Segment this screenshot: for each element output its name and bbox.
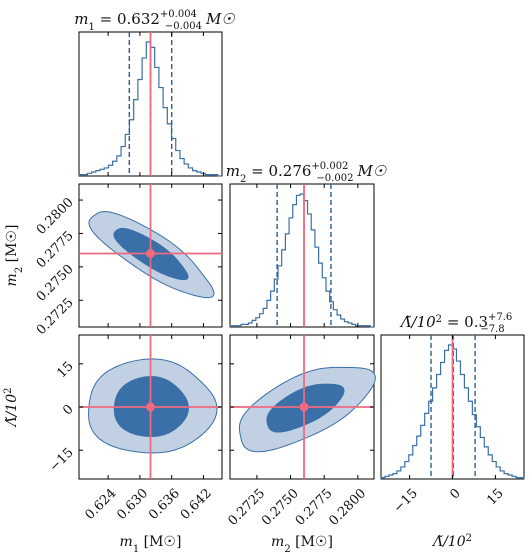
xlabel-m1-sub: 1: [133, 544, 139, 555]
xlabel-m1-unit: [M☉]: [139, 534, 181, 550]
xtick-label-Lambda-1: 0: [447, 486, 463, 502]
xlabel-Lambda-sup: 2: [466, 533, 472, 544]
xtick-label-m2-1: 0.2750: [259, 486, 302, 529]
title-Lambda-minus: −7.8: [480, 324, 504, 335]
title-m1-base: m: [74, 10, 88, 28]
xlabel-m2-base: m: [271, 534, 284, 550]
truth-marker-m1-m2: [146, 248, 155, 258]
hist-panel-m2: [229, 183, 375, 328]
ylabel-Lambda-sup: 2: [3, 387, 14, 393]
xtick-label-m1-2: 0.636: [146, 486, 183, 523]
truth-marker-m1-Lambda: [146, 402, 155, 412]
xtick-label-m2-2: 0.2775: [293, 486, 336, 529]
xlabel-Lambda: Λ̃/102: [431, 533, 472, 551]
hist-frame-m2: [229, 183, 375, 328]
ytick-label-m2-3: 0.2800: [34, 195, 77, 238]
xtick-label-m1-0: 0.624: [83, 486, 120, 523]
title-m1-unit: M☉: [205, 10, 235, 28]
xlabel-m2-unit: [M☉]: [291, 534, 333, 550]
ytick-label-Lambda-2: 15: [54, 359, 76, 381]
ylabel-m2-base: m: [4, 273, 20, 286]
title-m2-unit: M☉: [356, 162, 386, 180]
xtick-label-Lambda-0: −15: [391, 486, 421, 516]
xlabel-m1-base: m: [120, 534, 133, 550]
hist-steps-m2: [229, 193, 374, 328]
xlabel-m2-sub: 2: [284, 544, 290, 555]
xlabel-m2: m2 [M☉]: [271, 534, 333, 555]
xlabel-Lambda-base: Λ̃/10: [431, 534, 466, 550]
title-Lambda: Λ̃/102 = 0.3+7.6 −7.8: [399, 312, 513, 335]
title-m1-sub: 1: [88, 22, 94, 33]
ylabel-Lambda-base: Λ̃/10: [4, 394, 20, 429]
xlabel-m1: m1 [M☉]: [120, 534, 182, 555]
truth-marker-m2-Lambda: [299, 402, 309, 412]
ytick-label-Lambda-1: 0: [60, 402, 76, 418]
title-m1: m1 = 0.632+0.004 −0.004 M☉: [74, 9, 235, 33]
ytick-label-Lambda-0: −15: [47, 445, 77, 475]
title-m2-plus: +0.002: [311, 161, 348, 172]
contour-panel-m1-m2: [78, 183, 223, 328]
ylabel-m2-unit: [M☉]: [4, 225, 20, 267]
title-Lambda-plus: +7.6: [488, 312, 512, 323]
title-m1-value: = 0.632: [95, 10, 160, 28]
title-m2: m2 = 0.276+0.002 −0.002 M☉: [226, 161, 387, 185]
xtick-label-m2-3: 0.2800: [326, 486, 369, 529]
title-m2-sub: 2: [240, 174, 246, 185]
ylabel-m2: m2 [M☉]: [4, 225, 25, 287]
contour-panel-m2-Lambda: [229, 334, 376, 480]
contour-panel-m1-Lambda: [78, 334, 223, 480]
ylabel-Lambda: Λ̃/102: [3, 387, 21, 428]
title-m1-plus: +0.004: [160, 9, 197, 20]
title-m1-minus: −0.004: [165, 21, 202, 32]
hist-panel-Lambda: [380, 334, 525, 480]
title-Lambda-value: = 0.3: [442, 313, 488, 331]
title-Lambda-sup: 2: [436, 314, 442, 325]
title-m2-minus: −0.002: [316, 173, 353, 184]
title-m2-value: = 0.276: [246, 162, 311, 180]
title-Lambda-base: Λ̃/10: [399, 313, 436, 331]
xtick-label-m2-0: 0.2725: [225, 486, 268, 529]
xtick-label-m1-1: 0.630: [114, 486, 151, 523]
xtick-label-m1-3: 0.642: [178, 486, 215, 523]
title-m2-base: m: [226, 162, 240, 180]
hist-steps-m1: [78, 41, 222, 177]
xtick-label-Lambda-2: 15: [484, 486, 506, 508]
ylabel-m2-sub: 2: [14, 267, 25, 273]
hist-panel-m1: [78, 31, 223, 177]
